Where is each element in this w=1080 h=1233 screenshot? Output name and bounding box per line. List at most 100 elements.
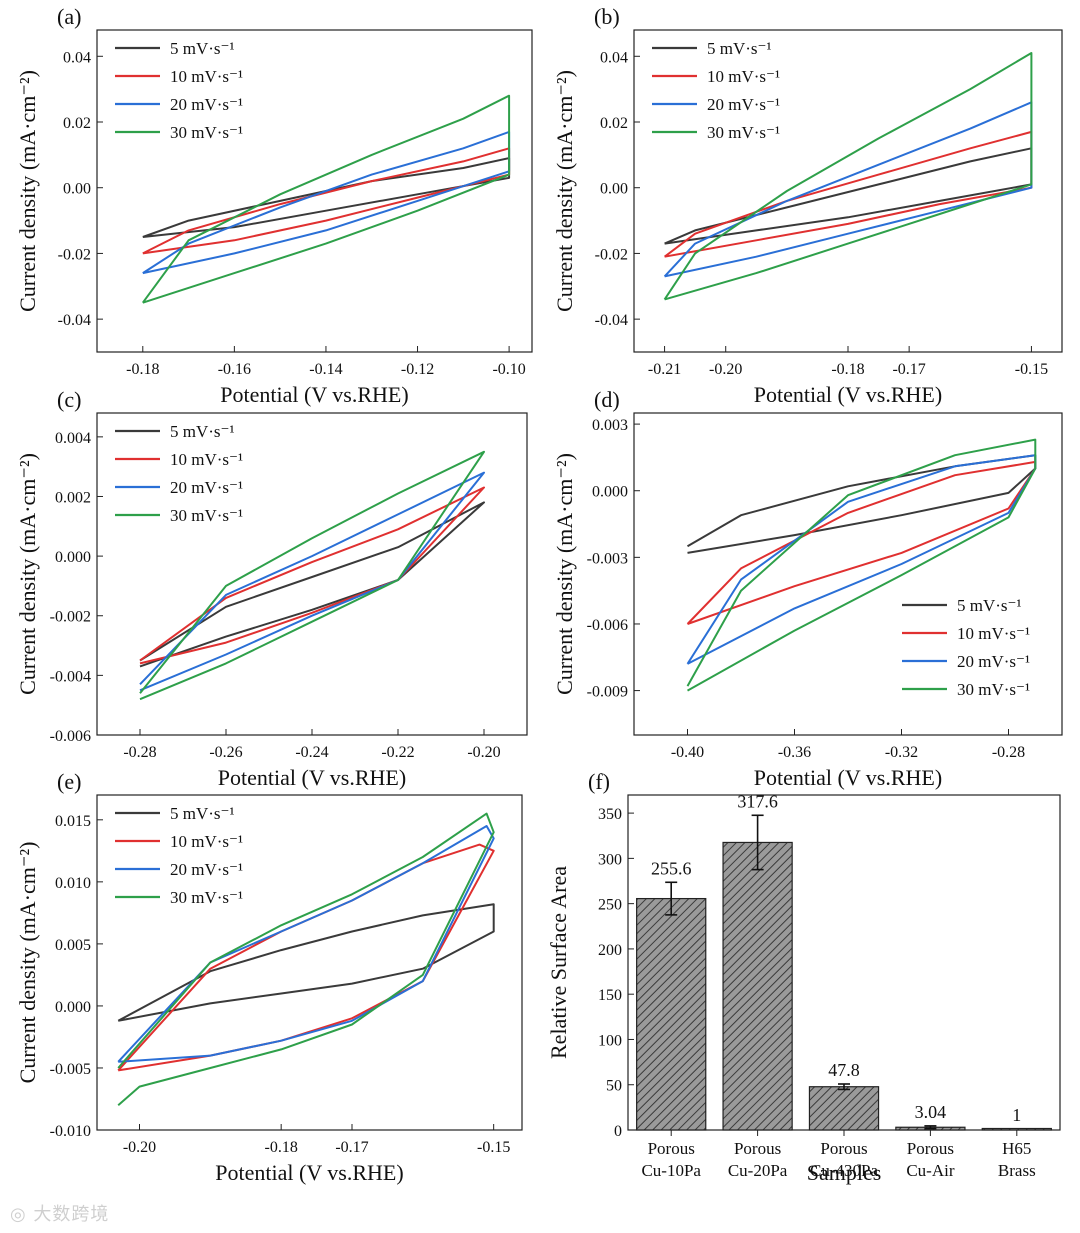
series-line	[139, 450, 485, 701]
bar	[722, 841, 793, 1131]
x-tick-label: -0.21	[648, 361, 681, 378]
y-tick-label: 0.04	[63, 49, 91, 66]
category-label: H65	[1002, 1139, 1031, 1158]
panel-d: (d) -0.009 -0.006 -0.003 0.000 0.003 Current d…	[552, 387, 1063, 790]
series-line	[686, 438, 1037, 692]
y-tick-label: -0.005	[50, 1061, 91, 1078]
legend-label: 5 mV·s⁻¹	[707, 39, 772, 58]
y-tick-label: 0.010	[55, 875, 91, 892]
y-tick-label: 300	[598, 851, 622, 868]
series-line	[142, 147, 511, 255]
legend-label: 20 mV·s⁻¹	[707, 95, 780, 114]
legend-label: 10 mV·s⁻¹	[170, 450, 243, 469]
panel-label: (d)	[594, 387, 620, 412]
x-tick-label: -0.20	[709, 361, 742, 378]
category-label: Cu-20Pa	[728, 1161, 788, 1180]
category-label: Cu-10Pa	[641, 1161, 701, 1180]
x-tick-label: -0.18	[126, 361, 159, 378]
legend-label: 30 mV·s⁻¹	[170, 123, 243, 142]
data-label: 3.04	[915, 1102, 947, 1122]
x-axis-label: Potential (V vs.RHE)	[218, 765, 406, 790]
bar	[636, 897, 707, 1131]
plot-frame	[96, 29, 533, 353]
y-tick-label: -0.004	[50, 668, 91, 685]
x-tick-label: -0.16	[218, 361, 251, 378]
y-tick-label: -0.010	[50, 1123, 91, 1140]
series-line	[117, 825, 495, 1063]
legend-label: 10 mV·s⁻¹	[170, 67, 243, 86]
y-tick-label: 100	[598, 1032, 622, 1049]
y-tick-label: 0.02	[600, 115, 628, 132]
legend-label: 5 mV·s⁻¹	[170, 39, 235, 58]
panel-label: (c)	[57, 387, 81, 412]
x-tick-label: -0.10	[492, 361, 525, 378]
bar	[808, 1086, 880, 1131]
legend-label: 5 mV·s⁻¹	[170, 804, 235, 823]
y-tick-label: 0.000	[55, 999, 91, 1016]
legend-label: 30 mV·s⁻¹	[707, 123, 780, 142]
legend-label: 10 mV·s⁻¹	[170, 832, 243, 851]
panel-label: (b)	[594, 4, 620, 29]
data-label: 255.6	[651, 858, 692, 878]
series-line	[117, 903, 495, 1022]
series-line	[139, 501, 485, 668]
y-tick-label: 0	[614, 1123, 622, 1140]
x-tick-label: -0.12	[401, 361, 434, 378]
y-tick-label: 0.005	[55, 937, 91, 954]
y-tick-label: 0.002	[55, 489, 91, 506]
x-tick-label: -0.28	[123, 744, 156, 761]
category-label: Porous	[648, 1139, 695, 1158]
legend-label: 20 mV·s⁻¹	[170, 860, 243, 879]
x-tick-label: -0.15	[1015, 361, 1048, 378]
x-tick-label: -0.14	[309, 361, 342, 378]
x-axis-label: Potential (V vs.RHE)	[220, 382, 408, 407]
x-tick-label: -0.36	[778, 744, 811, 761]
y-tick-label: 0.003	[592, 417, 628, 434]
y-tick-label: 0.00	[63, 181, 91, 198]
y-axis-label: Current density (mA·cm⁻²)	[15, 453, 40, 695]
y-tick-label: 150	[598, 987, 622, 1004]
panel-label: (a)	[57, 4, 81, 29]
x-tick-label: -0.15	[477, 1139, 510, 1156]
y-tick-label: 200	[598, 942, 622, 959]
y-tick-label: -0.04	[58, 312, 91, 329]
plot-frame	[96, 794, 523, 1131]
category-label: Cu-Air	[906, 1161, 955, 1180]
panel-a: (a) -0.04 -0.02 0.00 0.02 0.04 Current density…	[15, 4, 533, 407]
y-tick-label: 0.000	[592, 484, 628, 501]
y-tick-label: -0.006	[587, 617, 628, 634]
panel-e: (e) -0.010 -0.005 0.000 0.005 0.010 0.015 Curre…	[15, 769, 523, 1185]
legend-label: 10 mV·s⁻¹	[957, 624, 1030, 643]
y-tick-label: 0.04	[600, 49, 628, 66]
y-tick-label: 0.000	[55, 549, 91, 566]
panel-label: (e)	[57, 769, 81, 794]
y-tick-label: -0.002	[50, 609, 91, 626]
legend-label: 20 mV·s⁻¹	[170, 95, 243, 114]
legend-label: 10 mV·s⁻¹	[707, 67, 780, 86]
x-tick-label: -0.26	[209, 744, 242, 761]
x-tick-label: -0.32	[885, 744, 918, 761]
series-line	[142, 130, 511, 275]
category-label: Porous	[734, 1139, 781, 1158]
x-tick-label: -0.18	[831, 361, 864, 378]
legend-label: 30 mV·s⁻¹	[170, 506, 243, 525]
series-line	[142, 157, 511, 238]
y-axis-label: Relative Surface Area	[546, 866, 571, 1059]
x-tick-label: -0.22	[381, 744, 414, 761]
series-line	[663, 52, 1033, 301]
y-axis-label: Current density (mA·cm⁻²)	[552, 70, 577, 312]
plot-frame	[633, 412, 1063, 736]
x-axis-label: Potential (V vs.RHE)	[754, 765, 942, 790]
y-tick-label: -0.009	[587, 684, 628, 701]
legend-label: 5 mV·s⁻¹	[170, 422, 235, 441]
y-axis-label: Current density (mA·cm⁻²)	[15, 70, 40, 312]
series-line	[139, 471, 485, 692]
y-tick-label: 0.015	[55, 813, 91, 830]
x-axis-label: Samples	[807, 1160, 882, 1185]
watermark: ◎ 大数跨境	[10, 1204, 110, 1225]
legend-label: 20 mV·s⁻¹	[170, 478, 243, 497]
category-label: Porous	[907, 1139, 954, 1158]
panel-c: (c) -0.006 -0.004 -0.002 0.000 0.002 0.004 Curr…	[15, 387, 528, 790]
x-axis-label: Potential (V vs.RHE)	[215, 1160, 403, 1185]
